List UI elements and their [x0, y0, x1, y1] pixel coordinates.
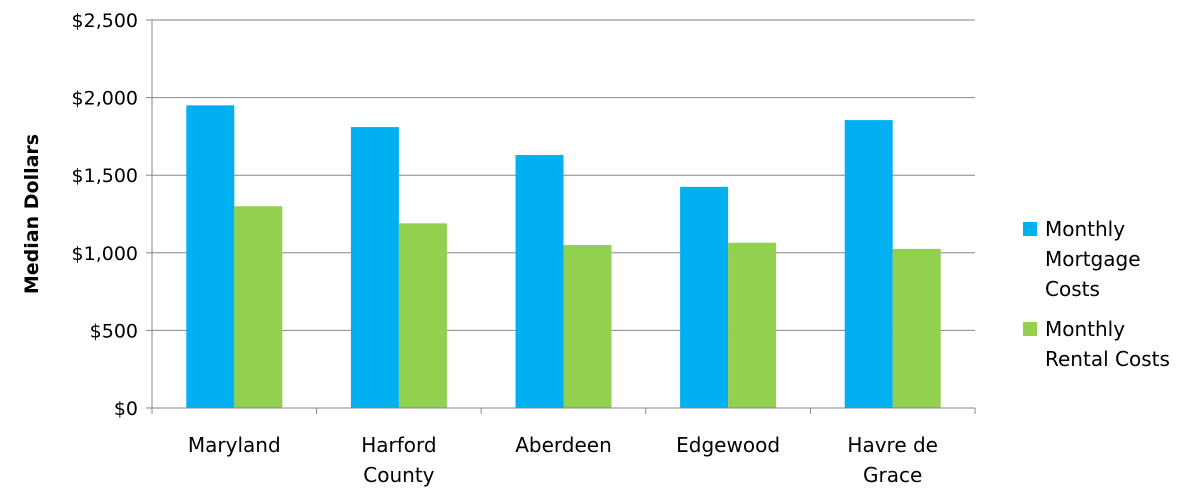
legend-label: Monthly Rental Costs — [1045, 317, 1170, 371]
bars — [186, 105, 941, 409]
legend-label: Monthly Mortgage Costs — [1045, 217, 1141, 301]
y-axis-label: Median Dollars — [21, 134, 43, 294]
axes — [151, 20, 976, 414]
y-tick-label: $1,000 — [72, 243, 138, 265]
bar — [515, 155, 564, 408]
x-category-labels: Maryland Harford County Aberdeen Edgewood Hav… — [188, 433, 938, 487]
bar — [350, 127, 399, 408]
bar — [234, 206, 283, 408]
x-category-label: Aberdeen — [515, 433, 612, 457]
y-tick-labels: $0 $500 $1,000 $1,500 $2,000 $2,500 — [72, 10, 138, 420]
legend: Monthly Mortgage Costs Monthly Rental Costs — [1023, 217, 1170, 371]
legend-swatch — [1023, 322, 1037, 336]
y-tick-label: $500 — [90, 320, 138, 342]
y-tick-label: $2,500 — [72, 10, 138, 32]
bar — [186, 105, 235, 409]
bar — [844, 120, 893, 408]
bar — [563, 245, 612, 408]
x-category-label: Harford County — [361, 433, 436, 487]
bar — [680, 186, 729, 408]
x-category-label: Edgewood — [676, 433, 780, 457]
bar — [892, 248, 941, 408]
y-tick-label: $0 — [114, 398, 138, 420]
x-category-label: Havre de Grace — [847, 433, 938, 487]
bar — [728, 242, 777, 408]
y-tick-label: $1,500 — [72, 165, 138, 187]
legend-swatch — [1023, 222, 1037, 236]
bar — [398, 223, 447, 408]
y-tick-label: $2,000 — [72, 88, 138, 110]
x-category-label: Maryland — [188, 433, 281, 457]
